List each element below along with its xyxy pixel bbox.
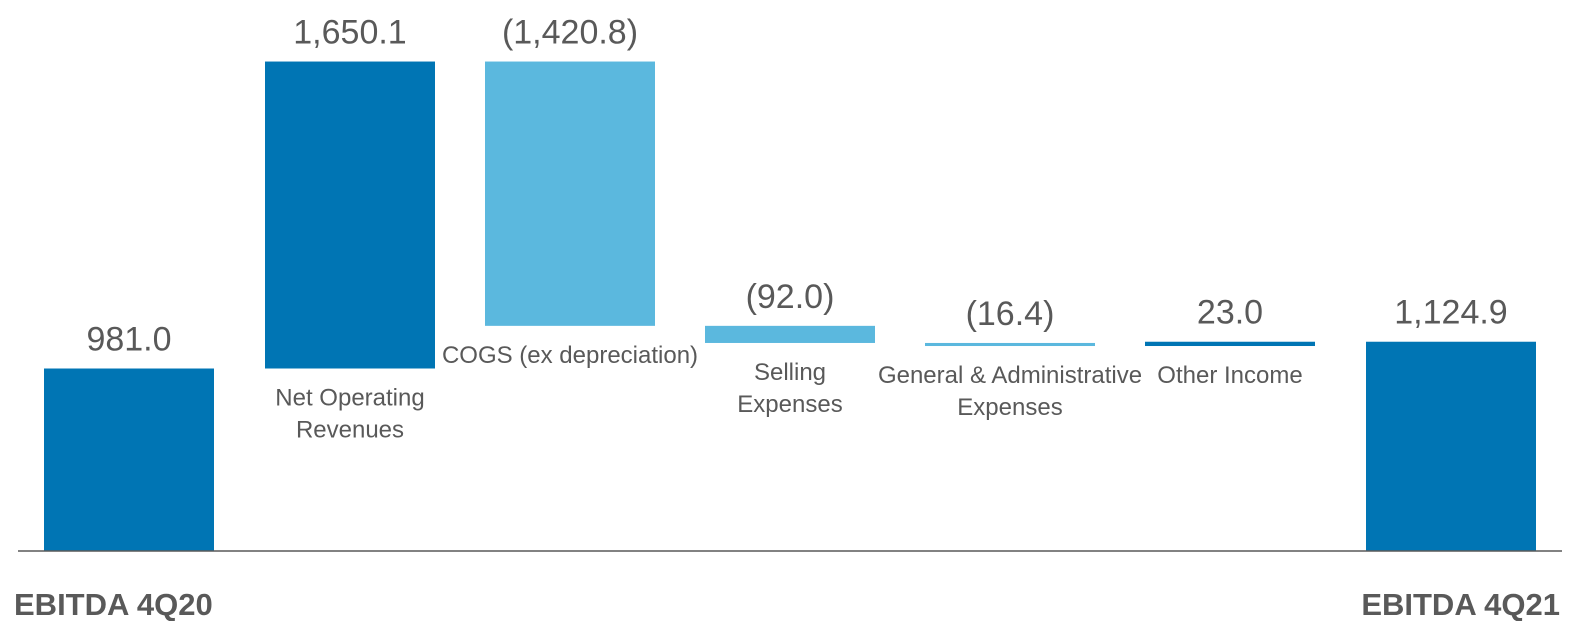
- bar-3: [485, 62, 655, 326]
- value-label: (16.4): [966, 295, 1055, 333]
- value-label: (92.0): [746, 278, 835, 316]
- value-label: 23.0: [1197, 294, 1263, 332]
- bar-1: [44, 369, 214, 551]
- value-label: 1,124.9: [1394, 294, 1507, 332]
- category-label: EBITDA 4Q20: [14, 587, 213, 621]
- category-labels-group: EBITDA 4Q20 Net Operating Revenues COGS (ex…: [14, 342, 1560, 621]
- bar-6: [1145, 342, 1315, 346]
- bar-5: [925, 343, 1095, 346]
- category-label: Selling Expenses: [737, 359, 842, 418]
- category-label: COGS (ex depreciation): [442, 342, 698, 369]
- value-label: 981.0: [86, 321, 171, 359]
- category-label: EBITDA 4Q21: [1361, 587, 1560, 621]
- bar-4: [705, 326, 875, 343]
- value-label: 1,650.1: [293, 14, 406, 52]
- category-label: General & Administrative Expenses: [878, 362, 1142, 421]
- bar-2: [265, 62, 435, 369]
- value-label: (1,420.8): [502, 14, 638, 52]
- category-label: Other Income: [1157, 362, 1302, 389]
- category-label: Net Operating Revenues: [275, 385, 424, 444]
- bar-7: [1366, 342, 1536, 551]
